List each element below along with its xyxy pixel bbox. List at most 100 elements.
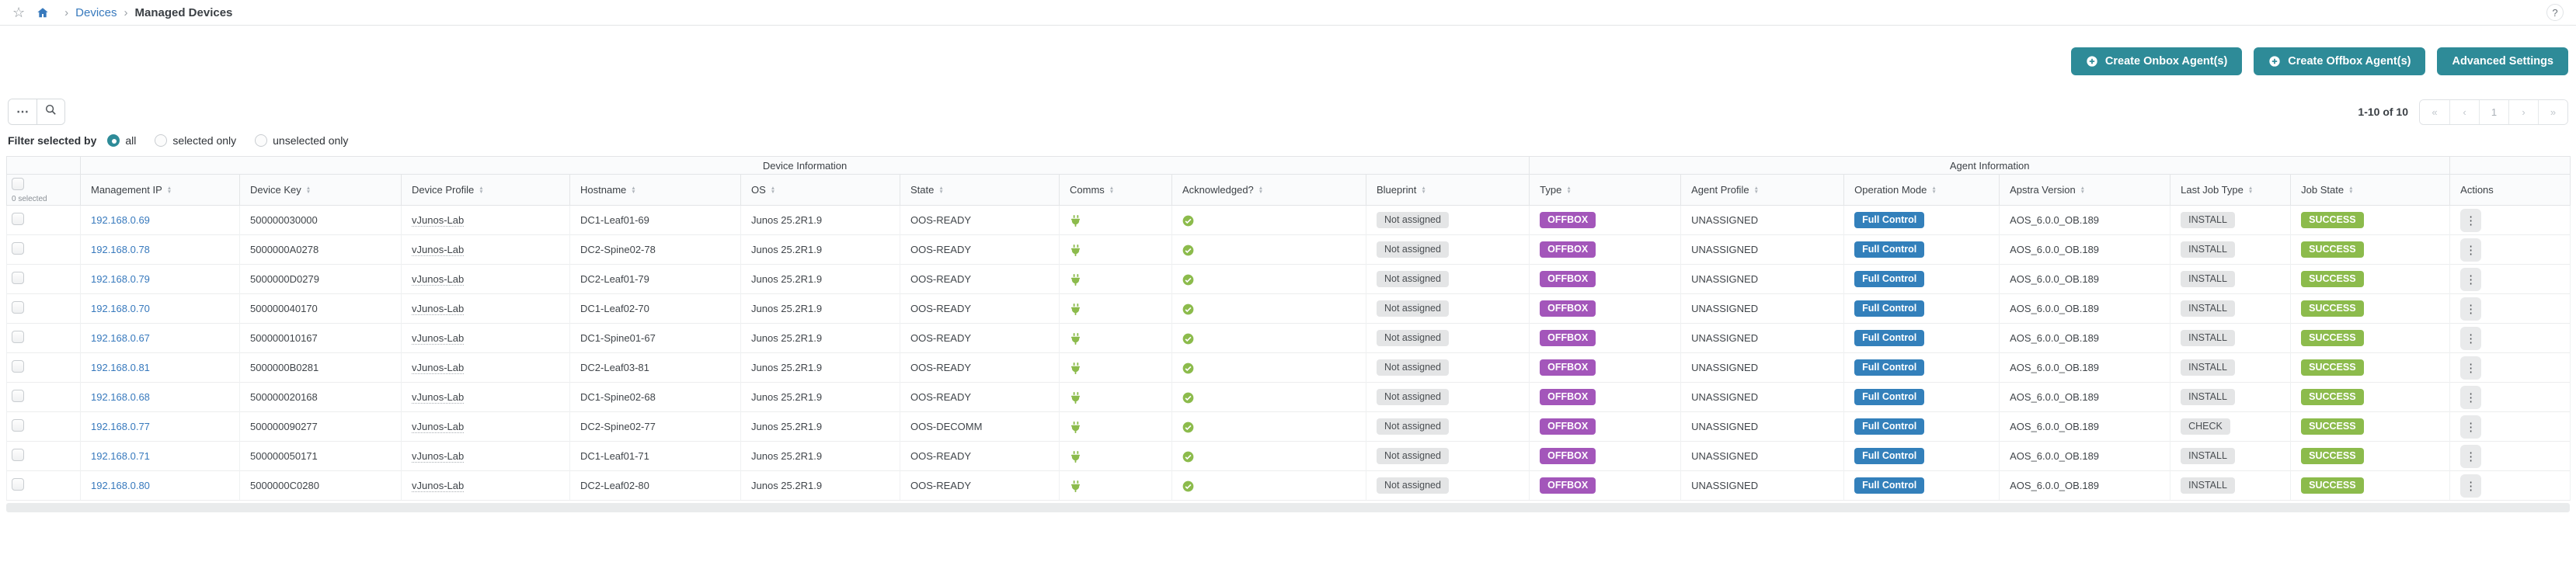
sort-icon: ▲ ▼: [479, 185, 484, 195]
filter-radio-selected-only[interactable]: selected only: [155, 134, 236, 147]
device-profile-link[interactable]: vJunos-Lab: [412, 480, 465, 492]
row-checkbox[interactable]: [12, 242, 24, 255]
row-checkbox[interactable]: [12, 331, 24, 343]
breadcrumb-devices-link[interactable]: Devices: [75, 5, 117, 19]
comms-plug-icon: [1070, 420, 1081, 433]
cell-select: [6, 264, 81, 294]
row-checkbox[interactable]: [12, 272, 24, 284]
select-all-checkbox[interactable]: [12, 178, 24, 190]
column-header-blueprint[interactable]: Blueprint ▲ ▼: [1365, 174, 1530, 206]
device-profile-link[interactable]: vJunos-Lab: [412, 450, 465, 463]
column-header-last-job-type[interactable]: Last Job Type ▲ ▼: [2170, 174, 2292, 206]
column-header-apstra-version[interactable]: Apstra Version ▲ ▼: [1999, 174, 2171, 206]
vertical-ellipsis-icon: ⋮: [2465, 243, 2477, 257]
column-header-operation-mode[interactable]: Operation Mode ▲ ▼: [1843, 174, 2000, 206]
first-page-button[interactable]: «: [2420, 99, 2449, 124]
row-actions-button[interactable]: ⋮: [2460, 356, 2482, 380]
acknowledged-check-icon: [1182, 213, 1194, 226]
management-ip-link[interactable]: 192.168.0.78: [91, 244, 150, 255]
column-header-job-state[interactable]: Job State ▲ ▼: [2290, 174, 2451, 206]
cell-actions: ⋮: [2449, 264, 2571, 294]
row-checkbox[interactable]: [12, 419, 24, 432]
management-ip-link[interactable]: 192.168.0.69: [91, 214, 150, 226]
management-ip-link[interactable]: 192.168.0.71: [91, 450, 150, 462]
row-actions-button[interactable]: ⋮: [2460, 297, 2482, 321]
management-ip-link[interactable]: 192.168.0.79: [91, 273, 150, 285]
device-profile-link[interactable]: vJunos-Lab: [412, 214, 465, 227]
plus-circle-icon: [2268, 55, 2281, 68]
row-actions-button[interactable]: ⋮: [2460, 474, 2482, 498]
favorite-star-icon[interactable]: ☆: [12, 4, 26, 20]
sort-icon: ▲ ▼: [1566, 185, 1572, 195]
column-header-hostname[interactable]: Hostname ▲ ▼: [569, 174, 741, 206]
filter-radio-unselected-only[interactable]: unselected only: [255, 134, 348, 147]
row-actions-button[interactable]: ⋮: [2460, 385, 2482, 409]
row-checkbox[interactable]: [12, 213, 24, 225]
device-profile-link[interactable]: vJunos-Lab: [412, 273, 465, 286]
column-header-os[interactable]: OS ▲ ▼: [740, 174, 900, 206]
prev-page-button[interactable]: ‹: [2449, 99, 2479, 124]
device-profile-link[interactable]: vJunos-Lab: [412, 391, 465, 404]
row-actions-button[interactable]: ⋮: [2460, 415, 2482, 439]
management-ip-link[interactable]: 192.168.0.68: [91, 391, 150, 403]
row-checkbox[interactable]: [12, 301, 24, 314]
search-button[interactable]: [37, 99, 64, 124]
cell-type: OFFBOX: [1529, 441, 1682, 471]
row-checkbox[interactable]: [12, 390, 24, 402]
cell-apstra-version: AOS_6.0.0_OB.189: [1999, 441, 2171, 471]
column-header-management-ip[interactable]: Management IP ▲ ▼: [80, 174, 240, 206]
device-profile-link[interactable]: vJunos-Lab: [412, 244, 465, 256]
cell-actions: ⋮: [2449, 470, 2571, 501]
help-button[interactable]: ?: [2546, 4, 2564, 21]
cell-apstra-version: AOS_6.0.0_OB.189: [1999, 264, 2171, 294]
management-ip-link[interactable]: 192.168.0.80: [91, 480, 150, 491]
more-query-options-button[interactable]: ⋯: [9, 99, 37, 124]
cell-state: OOS-READY: [900, 470, 1060, 501]
device-profile-link[interactable]: vJunos-Lab: [412, 303, 465, 315]
cell-last-job-type-badge: INSTALL: [2181, 329, 2235, 347]
row-actions-button[interactable]: ⋮: [2460, 326, 2482, 350]
device-profile-link[interactable]: vJunos-Lab: [412, 362, 465, 374]
row-checkbox[interactable]: [12, 478, 24, 491]
cell-job-state: SUCCESS: [2290, 352, 2451, 383]
row-checkbox[interactable]: [12, 360, 24, 373]
column-header-type[interactable]: Type ▲ ▼: [1529, 174, 1682, 206]
create-offbox-agents-button[interactable]: Create Offbox Agent(s): [2254, 47, 2426, 75]
next-page-button[interactable]: ›: [2508, 99, 2538, 124]
home-icon[interactable]: [36, 6, 50, 19]
advanced-settings-button[interactable]: Advanced Settings: [2437, 47, 2568, 75]
row-checkbox[interactable]: [12, 449, 24, 461]
table-row: 192.168.0.67 500000010167 vJunos-Lab DC1-Sp…: [6, 323, 2571, 353]
page-1-button[interactable]: 1: [2479, 99, 2508, 124]
cell-os: Junos 25.2R1.9: [740, 352, 900, 383]
device-profile-link[interactable]: vJunos-Lab: [412, 421, 465, 433]
management-ip-link[interactable]: 192.168.0.67: [91, 332, 150, 344]
column-header-device-key[interactable]: Device Key ▲ ▼: [239, 174, 402, 206]
column-header-comms[interactable]: Comms ▲ ▼: [1059, 174, 1172, 206]
column-header-device-profile[interactable]: Device Profile ▲ ▼: [401, 174, 570, 206]
filter-radio-all[interactable]: all: [107, 134, 136, 147]
type-badge: OFFBOX: [1540, 477, 1596, 494]
column-header-acknowledged[interactable]: Acknowledged? ▲ ▼: [1171, 174, 1366, 206]
cell-hostname: DC1-Leaf01-71: [569, 441, 741, 471]
cell-device-key: 500000050171: [239, 441, 402, 471]
row-actions-button[interactable]: ⋮: [2460, 208, 2482, 232]
management-ip-link[interactable]: 192.168.0.81: [91, 362, 150, 373]
management-ip-link[interactable]: 192.168.0.70: [91, 303, 150, 314]
management-ip-link[interactable]: 192.168.0.77: [91, 421, 150, 432]
create-onbox-agents-button[interactable]: Create Onbox Agent(s): [2070, 47, 2243, 75]
column-header-state[interactable]: State ▲ ▼: [900, 174, 1060, 206]
row-actions-button[interactable]: ⋮: [2460, 444, 2482, 468]
cell-apstra-version: AOS_6.0.0_OB.189: [1999, 234, 2171, 265]
device-profile-link[interactable]: vJunos-Lab: [412, 332, 465, 345]
last-page-button[interactable]: »: [2538, 99, 2567, 124]
column-header-agent-profile[interactable]: Agent Profile ▲ ▼: [1680, 174, 1845, 206]
acknowledged-check-icon: [1182, 243, 1194, 255]
cell-hostname: DC1-Spine02-68: [569, 382, 741, 412]
type-badge: OFFBOX: [1540, 270, 1596, 288]
row-actions-button[interactable]: ⋮: [2460, 267, 2482, 291]
cell-select: [6, 293, 81, 324]
horizontal-scrollbar[interactable]: [6, 503, 2570, 512]
row-actions-button[interactable]: ⋮: [2460, 238, 2482, 262]
operation-mode-badge: Full Control: [1854, 418, 1925, 435]
